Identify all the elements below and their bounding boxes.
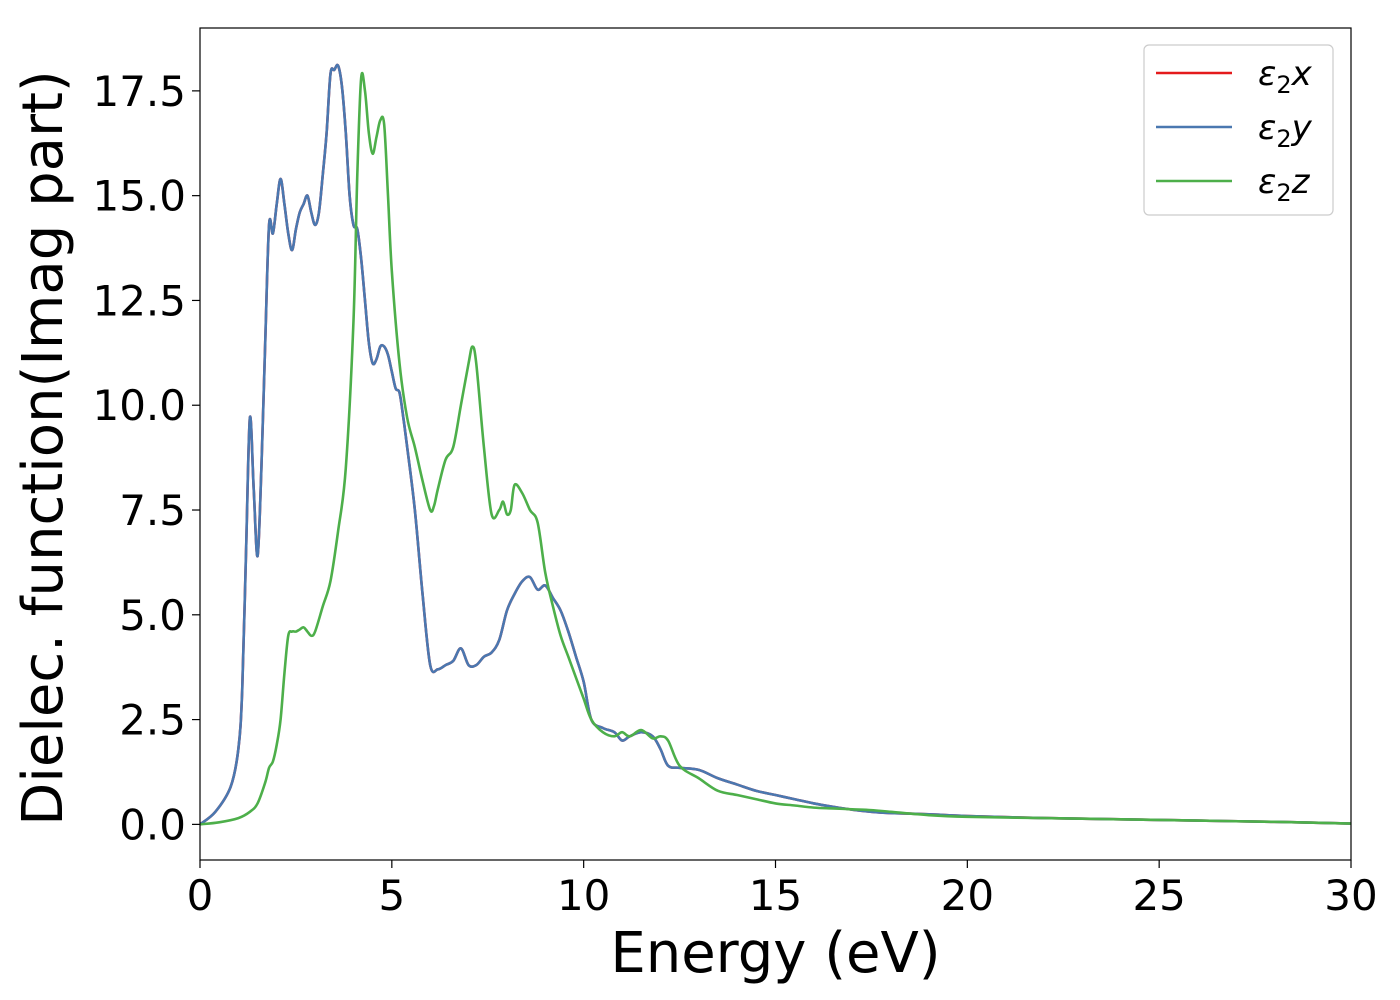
x-axis: 0 5 10 15 20 25 30 xyxy=(187,860,1378,920)
y-tick-label: 15.0 xyxy=(92,172,186,221)
legend-label-component: z xyxy=(1291,162,1311,202)
legend-label-symbol: ε xyxy=(1258,162,1276,202)
y-tick-label: 5.0 xyxy=(119,591,186,640)
legend-label: ε2z xyxy=(1258,162,1311,207)
legend-label: ε2y xyxy=(1258,108,1313,153)
legend-box xyxy=(1143,44,1334,216)
y-axis-title: Dielec. function(Imag part) xyxy=(11,70,76,826)
legend-label-subscript: 2 xyxy=(1276,71,1291,99)
x-tick-label: 30 xyxy=(1324,871,1377,920)
y-tick-label: 2.5 xyxy=(119,696,186,745)
y-tick-label: 7.5 xyxy=(119,486,186,535)
x-tick-label: 0 xyxy=(187,871,214,920)
y-tick-label: 17.5 xyxy=(92,67,186,116)
y-tick-label: 10.0 xyxy=(92,381,186,430)
series-line-e2y xyxy=(200,63,1351,826)
legend-label-symbol: ε xyxy=(1258,108,1276,148)
x-tick-label: 5 xyxy=(378,871,405,920)
legend-label-symbol: ε xyxy=(1258,54,1276,94)
x-tick-label: 15 xyxy=(749,871,802,920)
series-layer xyxy=(200,63,1351,826)
legend-label-component: x xyxy=(1291,54,1313,94)
series-line-e2z xyxy=(200,71,1351,826)
y-tick-label: 0.0 xyxy=(119,800,186,849)
legend-label-subscript: 2 xyxy=(1276,179,1291,207)
x-axis-title: Energy (eV) xyxy=(610,921,940,986)
legend-label-subscript: 2 xyxy=(1276,125,1291,153)
y-axis: 0.0 2.5 5.0 7.5 10.0 12.5 15.0 17.5 xyxy=(92,67,200,849)
y-tick-label: 12.5 xyxy=(92,276,186,325)
legend-label: ε2x xyxy=(1258,54,1313,99)
legend-label-component: y xyxy=(1291,108,1313,148)
x-tick-label: 25 xyxy=(1132,871,1185,920)
x-tick-label: 20 xyxy=(941,871,994,920)
x-tick-label: 10 xyxy=(557,871,610,920)
